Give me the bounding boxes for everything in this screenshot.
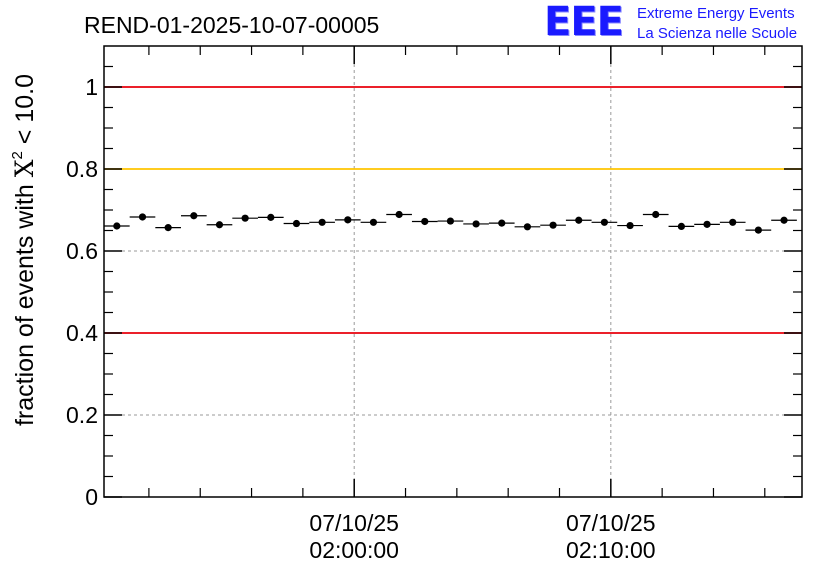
- data-point: [138, 213, 147, 221]
- data-point: [292, 219, 301, 228]
- data-point: [754, 226, 762, 234]
- eee-logo-mark: EEE: [544, 0, 624, 45]
- data-point: [677, 222, 685, 230]
- data-point: [369, 218, 378, 226]
- data-point: [395, 210, 403, 219]
- x-tick-label-date: 07/10/25: [566, 510, 656, 536]
- data-point: [164, 224, 172, 232]
- chart-title: REND-01-2025-10-07-00005: [84, 12, 379, 38]
- data-point: [344, 216, 352, 224]
- axis-ticks: [104, 46, 802, 498]
- data-point: [472, 220, 480, 228]
- data-point: [652, 210, 660, 219]
- y-tick-label: 0.6: [66, 238, 98, 264]
- data-point: [729, 218, 737, 226]
- data-point: [241, 214, 249, 222]
- data-point: [446, 217, 455, 225]
- data-point: [318, 218, 326, 226]
- data-point: [600, 218, 609, 226]
- y-tick-label: 1: [85, 74, 98, 100]
- data-point: [215, 221, 224, 229]
- y-tick-label: 0: [85, 484, 98, 510]
- x-tick-label-time: 02:00:00: [309, 537, 399, 563]
- y-axis-label-superscript: 2: [9, 151, 26, 159]
- x-tick-label-time: 02:10:00: [566, 537, 656, 563]
- eee-logo: EEE Extreme Energy Events La Scienza nel…: [544, 2, 834, 44]
- data-point: [780, 216, 788, 224]
- reference-lines: [104, 86, 802, 334]
- data-point: [267, 213, 275, 221]
- y-tick-label: 0.8: [66, 156, 98, 182]
- data-point: [190, 212, 198, 220]
- y-axis-label: fraction of events with X2 < 10.0: [9, 74, 39, 426]
- y-axis-label-prefix: fraction of events with: [11, 177, 39, 426]
- eee-logo-line1: Extreme Energy Events: [637, 5, 795, 22]
- data-point: [523, 223, 532, 231]
- data-point: [113, 222, 121, 230]
- data-point: [549, 221, 557, 229]
- data-point: [575, 216, 583, 224]
- data-point: [498, 219, 506, 227]
- data-point: [626, 221, 634, 230]
- x-tick-label-date: 07/10/25: [309, 510, 399, 536]
- grid-layer: [104, 46, 802, 497]
- data-point: [703, 220, 711, 228]
- y-tick-label: 0.2: [66, 402, 98, 428]
- data-point: [421, 217, 429, 226]
- data-points: [104, 210, 797, 234]
- y-axis-label-symbol: X: [10, 159, 39, 177]
- y-tick-label: 0.4: [66, 320, 98, 346]
- eee-logo-line2: La Scienza nelle Scuole: [637, 25, 798, 42]
- y-axis-label-suffix: < 10.0: [11, 74, 39, 151]
- plot-frame: [103, 45, 803, 498]
